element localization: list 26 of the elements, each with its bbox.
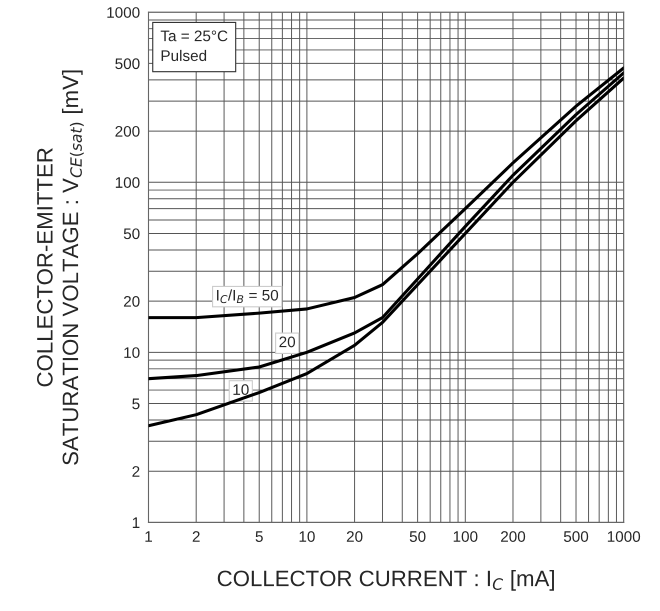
y-axis-title: COLLECTOR-EMITTER SATURATION VOLTAGE : V$_{CE(sat)}$ [mV]: [36, 70, 84, 465]
x-tick-label: 1000: [608, 531, 640, 542]
y-tick-label: 200: [115, 126, 140, 137]
y-tick-label: 100: [116, 177, 140, 188]
x-tick-label: 500: [564, 531, 588, 542]
series-label: I$_{C}$/I$_{B}$ = 50: [217, 289, 278, 304]
x-tick-label: 2: [192, 531, 200, 542]
annotation: Ta = 25°C Pulsed: [160, 30, 228, 62]
x-axis-title: COLLECTOR CURRENT : I$_{C}$ [mA]: [218, 570, 554, 591]
x-tick-label: 20: [346, 531, 362, 542]
x-tick-label: 10: [300, 531, 315, 542]
x-tick-label: 1: [145, 531, 152, 542]
y-tick-label: 2: [132, 466, 140, 477]
y-tick-label: 5: [132, 398, 140, 410]
x-tick-label: 50: [410, 531, 426, 542]
x-tick-label: 200: [501, 531, 526, 542]
y-tick-label: 50: [124, 228, 140, 240]
y-tick-label: 500: [115, 58, 140, 70]
y-tick-label: 1: [132, 517, 140, 528]
x-tick-label: 5: [256, 531, 263, 542]
y-tick-label: 10: [124, 347, 140, 358]
series-label: 20: [279, 336, 296, 348]
y-tick-label: 20: [124, 296, 140, 307]
series-label: 10: [233, 384, 249, 395]
x-tick-label: 100: [454, 531, 478, 542]
y-tick-label: 1000: [107, 7, 140, 18]
